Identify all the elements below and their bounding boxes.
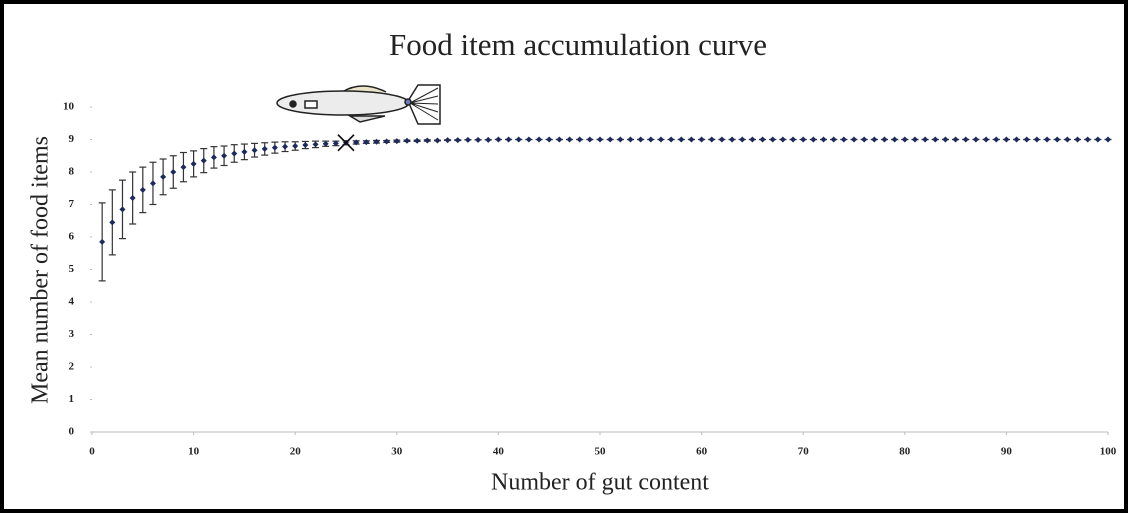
x-tick-label: 90 — [1001, 446, 1013, 458]
y-tick-label: 8 — [69, 166, 75, 178]
x-tick-label: 60 — [696, 446, 708, 458]
y-tick-label: 10 — [63, 101, 75, 113]
x-tick-label: 30 — [391, 446, 403, 458]
frame — [2, 2, 1126, 511]
fish-mark — [305, 101, 317, 108]
x-tick-label: 0 — [89, 446, 95, 458]
y-tick-label: 2 — [69, 361, 75, 373]
fish-eye — [290, 101, 296, 107]
fish-dot — [405, 99, 411, 105]
y-tick-label: 6 — [69, 231, 75, 243]
y-tick-label: 0 — [69, 426, 75, 438]
chart: Food item accumulation curve Number of g… — [0, 0, 1128, 513]
chart-title: Food item accumulation curve — [389, 27, 767, 62]
y-tick-label: 5 — [69, 263, 75, 275]
x-tick-label: 70 — [798, 446, 810, 458]
x-tick-label: 10 — [188, 446, 200, 458]
x-axis-label: Number of gut content — [491, 470, 709, 496]
y-tick-label: 1 — [69, 393, 75, 405]
y-tick-label: 7 — [69, 198, 75, 210]
y-tick-label: 3 — [69, 328, 75, 340]
fish-body — [277, 91, 409, 115]
x-tick-label: 20 — [290, 446, 302, 458]
x-tick-label: 80 — [899, 446, 911, 458]
page: {"chart_data": { "type": "scatter", "tit… — [0, 0, 1128, 513]
y-tick-label: 4 — [69, 296, 75, 308]
x-tick-label: 40 — [493, 446, 505, 458]
x-tick-label: 50 — [595, 446, 607, 458]
y-axis-label: Mean number of food items — [28, 136, 54, 404]
x-tick-label: 100 — [1100, 446, 1117, 458]
y-tick-label: 9 — [69, 133, 75, 145]
